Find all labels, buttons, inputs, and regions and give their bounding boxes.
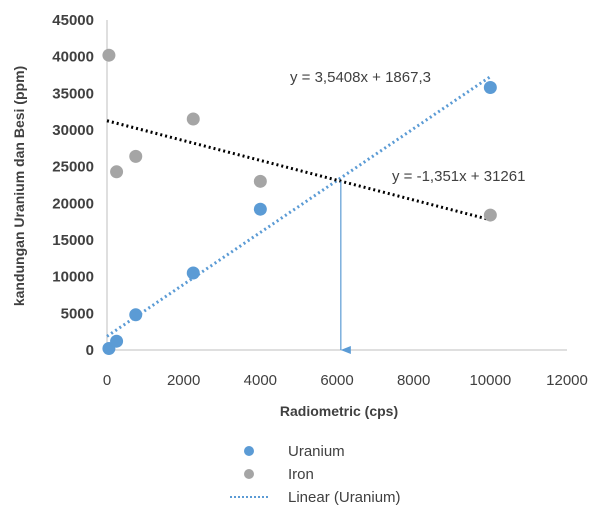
y-tick-label: 15000 xyxy=(52,232,94,249)
legend-marker-iron xyxy=(244,469,254,479)
legend-label: Iron xyxy=(288,466,314,483)
uranium-point xyxy=(483,80,497,94)
iron-trendline xyxy=(106,119,491,222)
x-axis-title: Radiometric (cps) xyxy=(280,403,398,419)
uranium-point xyxy=(253,202,267,216)
y-tick-label: 45000 xyxy=(52,12,94,29)
x-tick-label: 12000 xyxy=(546,372,588,389)
iron-point xyxy=(110,165,124,179)
tick-labels: 0 2000 4000 6000 8000 10000 12000 0 5000 10000 150… xyxy=(52,12,588,389)
y-tick-label: 25000 xyxy=(52,159,94,176)
uranium-trend-equation: y = 3,5408x + 1867,3 xyxy=(290,69,431,86)
x-tick-label: 10000 xyxy=(469,372,511,389)
legend-label: Uranium xyxy=(288,443,345,460)
x-tick-label: 4000 xyxy=(244,372,277,389)
legend-marker-uranium xyxy=(244,446,254,456)
y-axis-title: kandungan Uranium dan Besi (ppm) xyxy=(11,66,27,306)
x-tick-label: 6000 xyxy=(320,372,353,389)
y-tick-label: 30000 xyxy=(52,122,94,139)
y-tick-label: 0 xyxy=(86,342,94,359)
uranium-point xyxy=(110,334,124,348)
iron-point xyxy=(129,149,143,163)
x-tick-label: 2000 xyxy=(167,372,200,389)
x-tick-label: 0 xyxy=(103,372,111,389)
axes xyxy=(106,20,567,351)
x-tick-label: 8000 xyxy=(397,372,430,389)
iron-point xyxy=(186,112,200,126)
y-tick-label: 40000 xyxy=(52,49,94,66)
iron-point xyxy=(253,174,267,188)
y-tick-label: 20000 xyxy=(52,195,94,212)
uranium-point xyxy=(129,308,143,322)
uranium-point xyxy=(186,266,200,280)
iron-trend-equation: y = -1,351x + 31261 xyxy=(392,168,525,185)
legend: Uranium Iron Linear (Uranium) xyxy=(230,443,401,506)
iron-point xyxy=(102,48,116,62)
data-points xyxy=(102,48,497,356)
iron-point xyxy=(483,208,497,222)
legend-label: Linear (Uranium) xyxy=(288,489,401,506)
trendlines xyxy=(106,75,492,338)
y-tick-label: 5000 xyxy=(61,305,94,322)
uranium-trendline xyxy=(106,75,492,338)
y-tick-label: 35000 xyxy=(52,85,94,102)
y-tick-label: 10000 xyxy=(52,269,94,286)
